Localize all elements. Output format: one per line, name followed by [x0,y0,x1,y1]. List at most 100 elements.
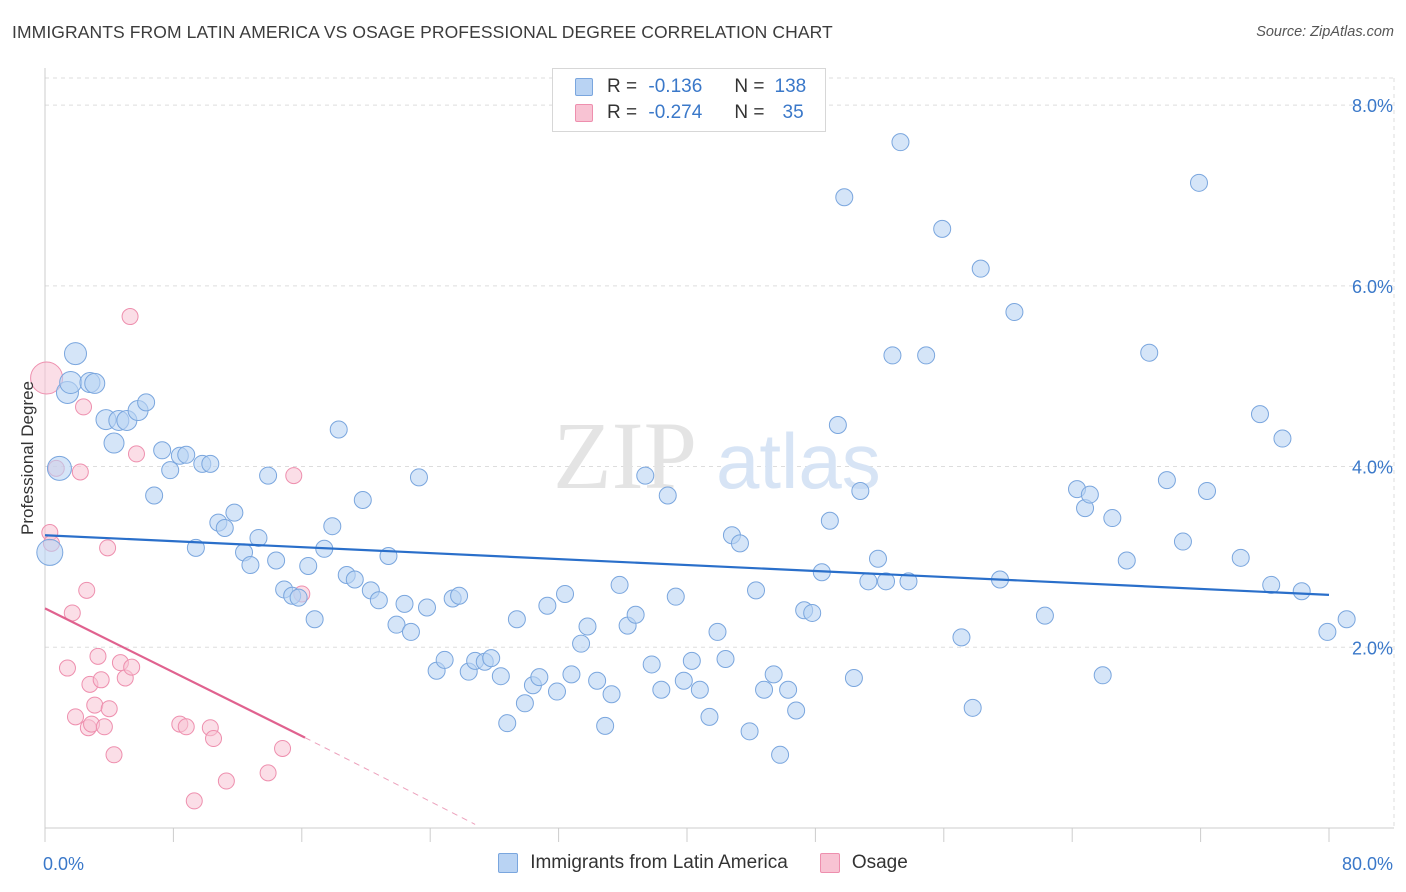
latin-america-point [435,650,454,669]
legend-r-label: R = [607,102,638,123]
latin-america-point [588,671,607,690]
latin-america-point [1157,471,1176,490]
latin-america-point [730,534,749,553]
x-tick-label: 0.0% [43,854,84,874]
latin-america-point [652,680,671,699]
osage-point [71,463,89,481]
osage-point [100,700,118,718]
series-legend-latin-america[interactable]: Immigrants from Latin America [498,852,788,874]
legend-r-value: -0.274 [648,102,703,123]
latin-america-point [1292,582,1311,601]
series-legend-osage[interactable]: Osage [819,852,908,874]
latin-america-point [820,511,839,530]
latin-america-point [547,682,566,701]
latin-america-point [917,346,936,365]
latin-america-point [507,610,526,629]
latin-america-point [530,668,549,687]
latin-america-point [395,594,414,613]
latin-america-point [971,259,990,278]
latin-america-point [84,372,106,394]
latin-america-point [1103,509,1122,528]
osage-point [205,730,223,748]
latin-america-point [1005,303,1024,322]
latin-america-point [241,556,260,575]
osage-point [285,467,303,485]
series-name: Immigrants from Latin America [530,852,788,873]
latin-america-point [1198,481,1217,500]
legend-swatch-blue [498,853,519,873]
latin-america-trend-line [44,534,1330,596]
latin-america-point [1318,622,1337,641]
latin-america-point [299,556,318,575]
osage-point [274,739,292,757]
latin-america-point [596,716,615,735]
latin-america-point [46,455,72,481]
latin-america-point [883,346,902,365]
osage-point [75,398,93,416]
latin-america-point [1080,485,1099,504]
latin-america-point [1262,575,1281,594]
latin-america-points [36,133,1356,764]
latin-america-point [933,219,952,238]
latin-america-point [1273,429,1292,448]
series-legend: Immigrants from Latin America Osage [0,852,1406,874]
correlation-legend: R = -0.136 N = 138 R = -0.274 N = 35 [552,68,826,132]
trend-lines [44,534,1330,825]
latin-america-point [1250,405,1269,424]
watermark: ZIP atlas [553,402,881,509]
latin-america-point [572,634,591,653]
latin-america-point [1231,548,1250,567]
osage-point [217,772,235,790]
legend-swatch-pink [819,853,840,873]
latin-america-point [103,432,125,454]
latin-america-point [700,707,719,726]
legend-swatch-blue [575,78,593,96]
osage-point [259,764,277,782]
latin-america-point [201,454,220,473]
legend-row-osage: R = -0.274 N = 35 [575,101,804,125]
osage-point [92,671,110,689]
latin-america-point [747,581,766,600]
latin-america-point [145,486,164,505]
latin-america-point [708,622,727,641]
latin-america-point [137,393,156,412]
latin-america-point [63,342,87,366]
y-tick-label: 2.0% [1352,638,1393,658]
latin-america-point [952,628,971,647]
source-label: Source: ZipAtlas.com [1256,24,1394,40]
latin-america-point [450,586,469,605]
osage-point [185,792,203,810]
osage-point [89,647,107,665]
latin-america-point [899,572,918,591]
latin-america-point [658,486,677,505]
legend-row-latin-america: R = -0.136 N = 138 [575,75,806,99]
latin-america-point [562,665,581,684]
latin-america-point [868,549,887,568]
latin-america-point [674,671,693,690]
osage-point [58,659,76,677]
latin-america-point [498,714,517,733]
osage-trend-line [44,607,306,739]
latin-america-point [626,605,645,624]
series-name: Osage [851,852,908,873]
latin-america-point [835,188,854,207]
latin-america-point [161,461,180,480]
latin-america-point [323,517,342,536]
latin-america-point [259,466,278,485]
x-tick-label: 80.0% [1342,854,1393,874]
osage-point [99,539,117,557]
latin-america-point [642,655,661,674]
latin-america-point [636,466,655,485]
chart-title: IMMIGRANTS FROM LATIN AMERICA VS OSAGE P… [12,22,833,42]
latin-america-point [186,538,205,557]
latin-america-point [859,572,878,591]
latin-america-point [59,371,83,395]
y-axis-label: Professional Degree [18,381,37,535]
latin-america-point [225,503,244,522]
latin-america-point [1093,666,1112,685]
latin-america-point [755,680,774,699]
latin-america-point [177,445,196,464]
latin-america-point [482,649,501,668]
legend-swatch-pink [575,104,593,122]
